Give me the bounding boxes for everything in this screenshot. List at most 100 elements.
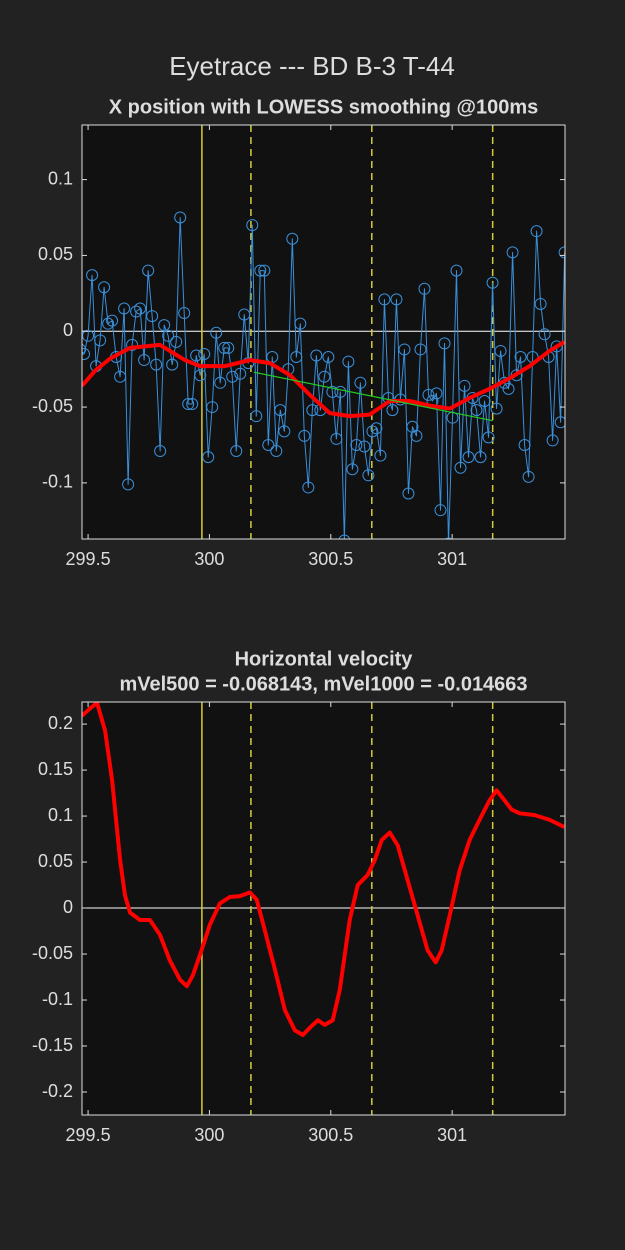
data-point xyxy=(370,422,383,435)
x-tick-label: 299.5 xyxy=(66,1125,111,1145)
series-line xyxy=(82,702,565,1037)
data-point xyxy=(502,382,515,395)
y-tick-label: 0.1 xyxy=(48,805,73,825)
y-tick-label: -0.05 xyxy=(32,943,73,963)
data-point xyxy=(410,429,423,442)
data-point xyxy=(554,416,565,429)
plot-background xyxy=(82,125,565,539)
series-line xyxy=(82,340,565,419)
data-point xyxy=(438,337,451,350)
y-tick-label: 0.2 xyxy=(48,713,73,733)
data-point xyxy=(318,370,331,383)
y-tick-label: 0.15 xyxy=(38,759,73,779)
data-point xyxy=(82,329,95,342)
data-point xyxy=(210,326,223,339)
data-point xyxy=(286,232,299,245)
y-tick-label: 0.1 xyxy=(48,168,73,188)
data-point xyxy=(290,351,303,364)
data-point xyxy=(118,302,131,315)
data-point xyxy=(422,388,435,401)
data-point xyxy=(270,445,283,458)
series-line xyxy=(82,217,565,539)
plot-area xyxy=(82,125,565,539)
y-tick-label: 0 xyxy=(63,897,73,917)
data-point xyxy=(226,370,239,383)
y-tick-label: -0.05 xyxy=(32,396,73,416)
data-point xyxy=(254,264,267,277)
data-point xyxy=(506,246,519,259)
data-point xyxy=(298,429,311,442)
data-point xyxy=(230,445,243,458)
data-point xyxy=(186,398,199,411)
data-point xyxy=(444,537,453,539)
data-point xyxy=(214,376,227,389)
data-point xyxy=(250,410,263,423)
y-tick-label: -0.15 xyxy=(32,1035,73,1055)
data-point xyxy=(222,341,235,354)
data-point xyxy=(534,297,547,310)
data-point xyxy=(246,219,259,232)
chart-title: X position with LOWESS smoothing @100ms xyxy=(109,96,539,118)
data-point xyxy=(86,269,99,282)
data-point xyxy=(334,385,347,398)
y-tick-label: 0.05 xyxy=(38,851,73,871)
data-point xyxy=(450,264,463,277)
x-tick-label: 300.5 xyxy=(308,1125,353,1145)
data-point xyxy=(82,347,91,360)
data-point xyxy=(486,276,499,289)
data-point xyxy=(178,307,191,320)
data-point xyxy=(238,308,251,321)
data-point xyxy=(338,534,351,539)
data-point xyxy=(146,310,159,323)
data-point xyxy=(342,355,355,368)
data-point xyxy=(294,317,307,330)
data-point xyxy=(418,282,431,295)
x-tick-label: 300 xyxy=(194,1125,224,1145)
data-point xyxy=(302,481,315,494)
data-point xyxy=(530,225,543,238)
data-point xyxy=(326,385,339,398)
plot-area xyxy=(82,702,565,1115)
data-point xyxy=(430,387,443,400)
data-point xyxy=(470,404,483,417)
axes-frame xyxy=(81,124,566,540)
data-point xyxy=(346,463,359,476)
data-point xyxy=(390,293,403,306)
data-point xyxy=(154,445,167,458)
data-point xyxy=(126,338,139,351)
data-point xyxy=(538,328,551,341)
data-point xyxy=(362,469,375,482)
data-point xyxy=(194,369,207,382)
data-point xyxy=(142,264,155,277)
data-point xyxy=(102,317,115,330)
data-point xyxy=(490,402,503,415)
data-point xyxy=(310,349,323,362)
data-point xyxy=(482,431,495,444)
chart-title: Horizontal velocity xyxy=(235,648,414,670)
chart-subtitle: mVel500 = -0.068143, mVel1000 = -0.01466… xyxy=(119,673,527,695)
y-tick-label: -0.2 xyxy=(42,1081,73,1101)
y-tick-label: 0 xyxy=(63,320,73,340)
data-point xyxy=(402,487,415,500)
data-point xyxy=(518,438,531,451)
data-point xyxy=(366,425,379,438)
data-point xyxy=(122,478,135,491)
data-point xyxy=(330,432,343,445)
data-point xyxy=(474,451,487,464)
figure-title: Eyetrace --- BD B-3 T-44 xyxy=(169,51,455,81)
data-point xyxy=(458,379,471,392)
data-point xyxy=(514,351,527,364)
data-point xyxy=(274,404,287,417)
data-point xyxy=(114,370,127,383)
series-line xyxy=(253,371,493,422)
data-point xyxy=(158,319,171,332)
data-point xyxy=(414,343,427,356)
x-tick-label: 300 xyxy=(194,549,224,569)
data-point xyxy=(162,329,175,342)
data-point xyxy=(306,404,319,417)
x-tick-label: 300.5 xyxy=(308,549,353,569)
data-point xyxy=(150,358,163,371)
x-tick-label: 301 xyxy=(437,1125,467,1145)
data-point xyxy=(462,451,475,464)
y-tick-label: -0.1 xyxy=(42,472,73,492)
